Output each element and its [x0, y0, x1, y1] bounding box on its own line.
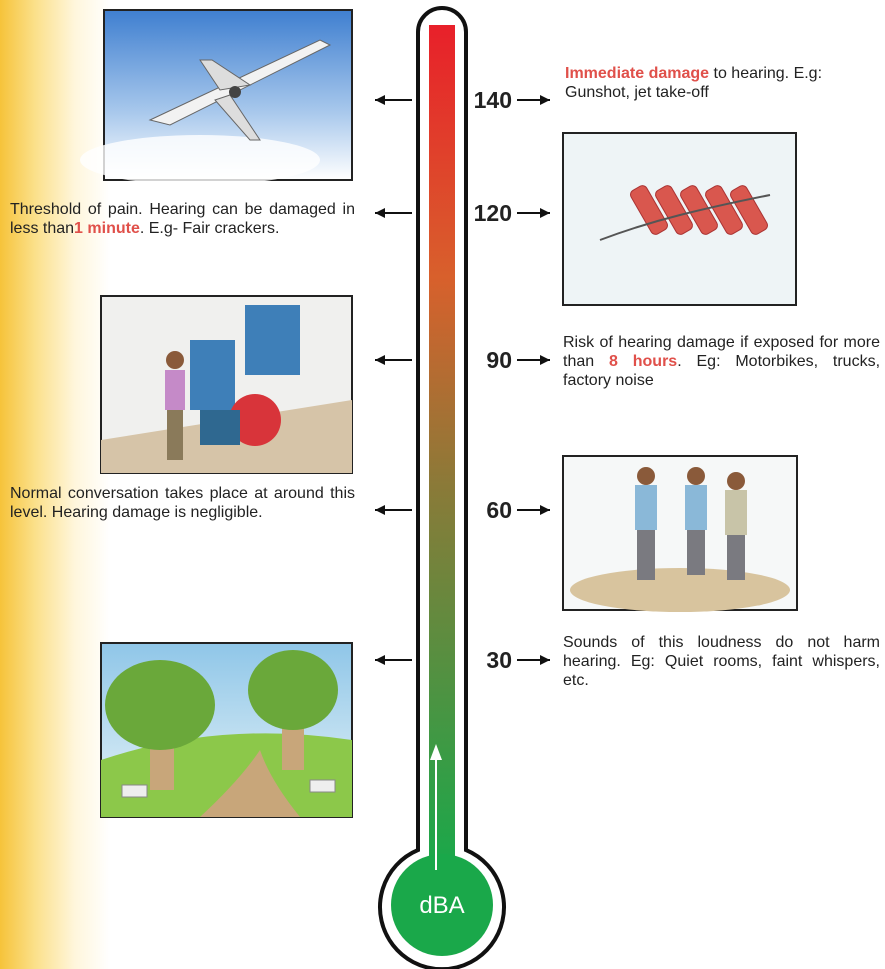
- level-label: 120: [452, 200, 512, 227]
- level-label: 90: [452, 347, 512, 374]
- arrow-head: [540, 208, 550, 218]
- arrow-head: [540, 505, 550, 515]
- level-description: Immediate damage to hearing. E.g: Gunsho…: [565, 64, 885, 102]
- highlight-text: 8 hours: [609, 353, 677, 370]
- arrow-head: [375, 655, 385, 665]
- level-description: Sounds of this loudness do not harm hear…: [563, 633, 880, 690]
- highlight-text: 1 minute: [74, 220, 140, 237]
- park-picture: [101, 643, 352, 817]
- arrow-head: [375, 355, 385, 365]
- arrow-head: [375, 505, 385, 515]
- unit-label: dBA: [419, 892, 464, 919]
- arrow-head: [540, 95, 550, 105]
- level-description: Normal conversation takes place at aroun…: [10, 484, 355, 522]
- level-label: 140: [452, 87, 512, 114]
- text: Sounds of this loudness do not harm hear…: [563, 634, 880, 689]
- arrow-head: [540, 355, 550, 365]
- text: Normal conversation takes place at aroun…: [10, 485, 355, 521]
- level-label: 30: [452, 647, 512, 674]
- factory-picture: [101, 296, 352, 473]
- firecracker-picture: [563, 133, 796, 305]
- conversation-picture: [563, 456, 797, 612]
- airplane-picture: [80, 10, 352, 185]
- highlight-text: Immediate damage: [565, 65, 709, 82]
- text: . E.g- Fair crackers.: [140, 220, 280, 237]
- arrow-head: [540, 655, 550, 665]
- arrow-head: [375, 95, 385, 105]
- level-description: Risk of hearing damage if exposed for mo…: [563, 333, 880, 390]
- level-label: 60: [452, 497, 512, 524]
- arrow-head: [375, 208, 385, 218]
- infographic: dBA: [0, 0, 885, 969]
- level-description: Threshold of pain. Hearing can be damage…: [10, 200, 355, 238]
- thermometer-column: [429, 25, 455, 865]
